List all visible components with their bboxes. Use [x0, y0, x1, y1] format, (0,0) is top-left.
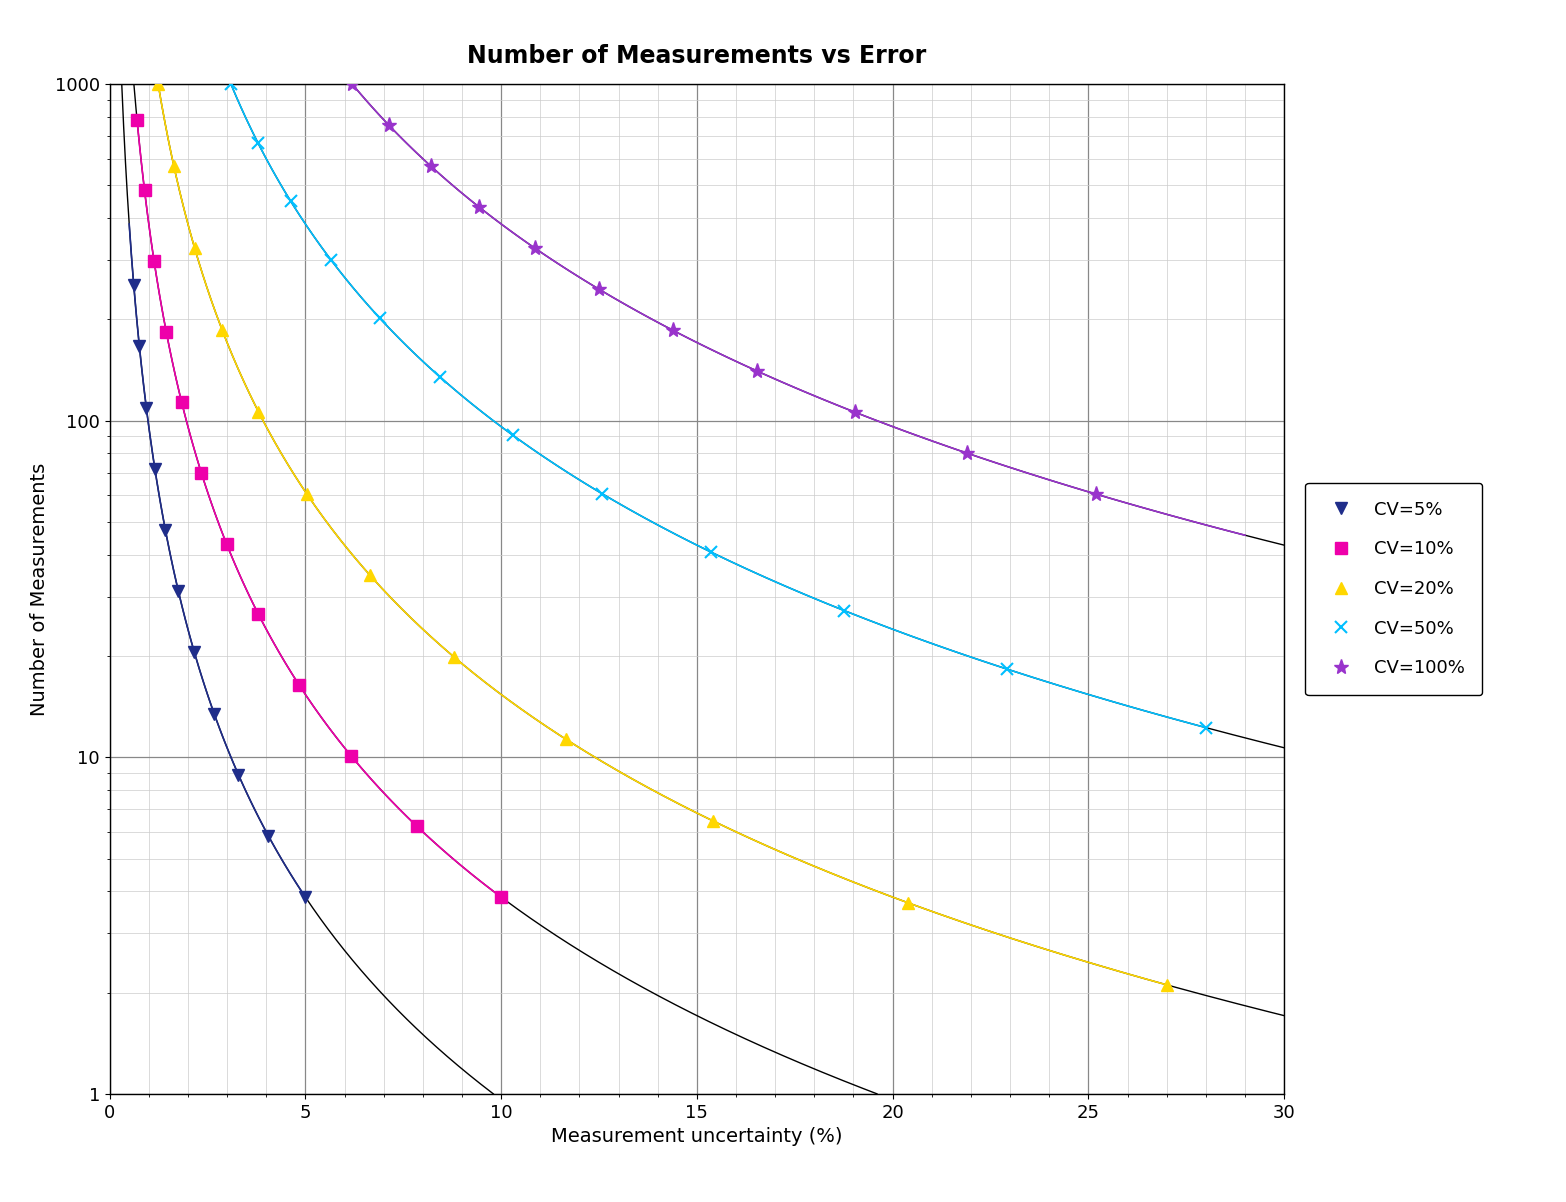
CV=5% — [258, 828, 277, 843]
CV=5% — [296, 889, 315, 904]
Line: CV=20%: CV=20% — [152, 78, 1173, 990]
CV=5% — [136, 400, 155, 415]
Title: Number of Measurements vs Error: Number of Measurements vs Error — [467, 44, 927, 69]
CV=10% — [218, 536, 236, 551]
CV=50% — [282, 194, 301, 208]
CV=20% — [445, 650, 464, 665]
CV=50% — [221, 77, 240, 91]
CV=10% — [341, 749, 360, 763]
CV=100% — [664, 323, 683, 338]
CV=50% — [592, 487, 611, 501]
CV=100% — [749, 364, 767, 379]
CV=20% — [185, 240, 204, 255]
CV=10% — [407, 820, 426, 834]
CV=10% — [157, 325, 175, 339]
Line: CV=10%: CV=10% — [132, 114, 507, 903]
CV=20% — [360, 569, 379, 583]
CV=20% — [556, 732, 575, 746]
CV=50% — [835, 603, 853, 618]
CV=50% — [370, 311, 388, 326]
CV=100% — [958, 446, 977, 460]
CV=100% — [589, 282, 608, 297]
CV=10% — [290, 678, 309, 692]
X-axis label: Measurement uncertainty (%): Measurement uncertainty (%) — [551, 1127, 843, 1146]
CV=50% — [1196, 720, 1215, 734]
CV=100% — [526, 240, 545, 255]
CV=10% — [144, 254, 163, 268]
CV=5% — [229, 768, 247, 783]
Y-axis label: Number of Measurements: Number of Measurements — [30, 463, 49, 715]
CV=20% — [703, 814, 722, 828]
CV=10% — [492, 889, 511, 904]
CV=10% — [193, 466, 211, 481]
CV=50% — [998, 662, 1016, 677]
CV=100% — [379, 118, 398, 132]
CV=100% — [470, 200, 489, 214]
CV=20% — [899, 895, 918, 910]
CV=20% — [149, 77, 168, 91]
CV=10% — [128, 113, 147, 127]
CV=50% — [431, 369, 449, 383]
CV=50% — [249, 136, 268, 150]
CV=5% — [205, 707, 224, 721]
CV=50% — [702, 545, 720, 559]
Line: CV=50%: CV=50% — [224, 78, 1212, 734]
CV=50% — [321, 252, 340, 267]
CV=5% — [185, 645, 204, 660]
Legend: CV=5%, CV=10%, CV=20%, CV=50%, CV=100%: CV=5%, CV=10%, CV=20%, CV=50%, CV=100% — [1304, 482, 1483, 696]
CV=100% — [343, 77, 362, 91]
CV=20% — [1157, 977, 1176, 992]
CV=10% — [249, 607, 268, 621]
CV=50% — [503, 428, 521, 442]
CV=100% — [846, 405, 864, 419]
CV=5% — [124, 278, 143, 292]
CV=20% — [249, 404, 268, 418]
CV=20% — [213, 322, 232, 337]
CV=5% — [130, 339, 149, 353]
CV=10% — [135, 183, 153, 197]
CV=5% — [169, 584, 188, 599]
CV=5% — [146, 462, 164, 476]
CV=100% — [1087, 487, 1106, 501]
CV=20% — [298, 487, 316, 501]
CV=20% — [164, 159, 183, 173]
CV=100% — [421, 159, 440, 173]
CV=5% — [157, 523, 175, 537]
Line: CV=100%: CV=100% — [345, 77, 1104, 502]
Line: CV=5%: CV=5% — [128, 280, 312, 903]
CV=10% — [172, 395, 191, 410]
